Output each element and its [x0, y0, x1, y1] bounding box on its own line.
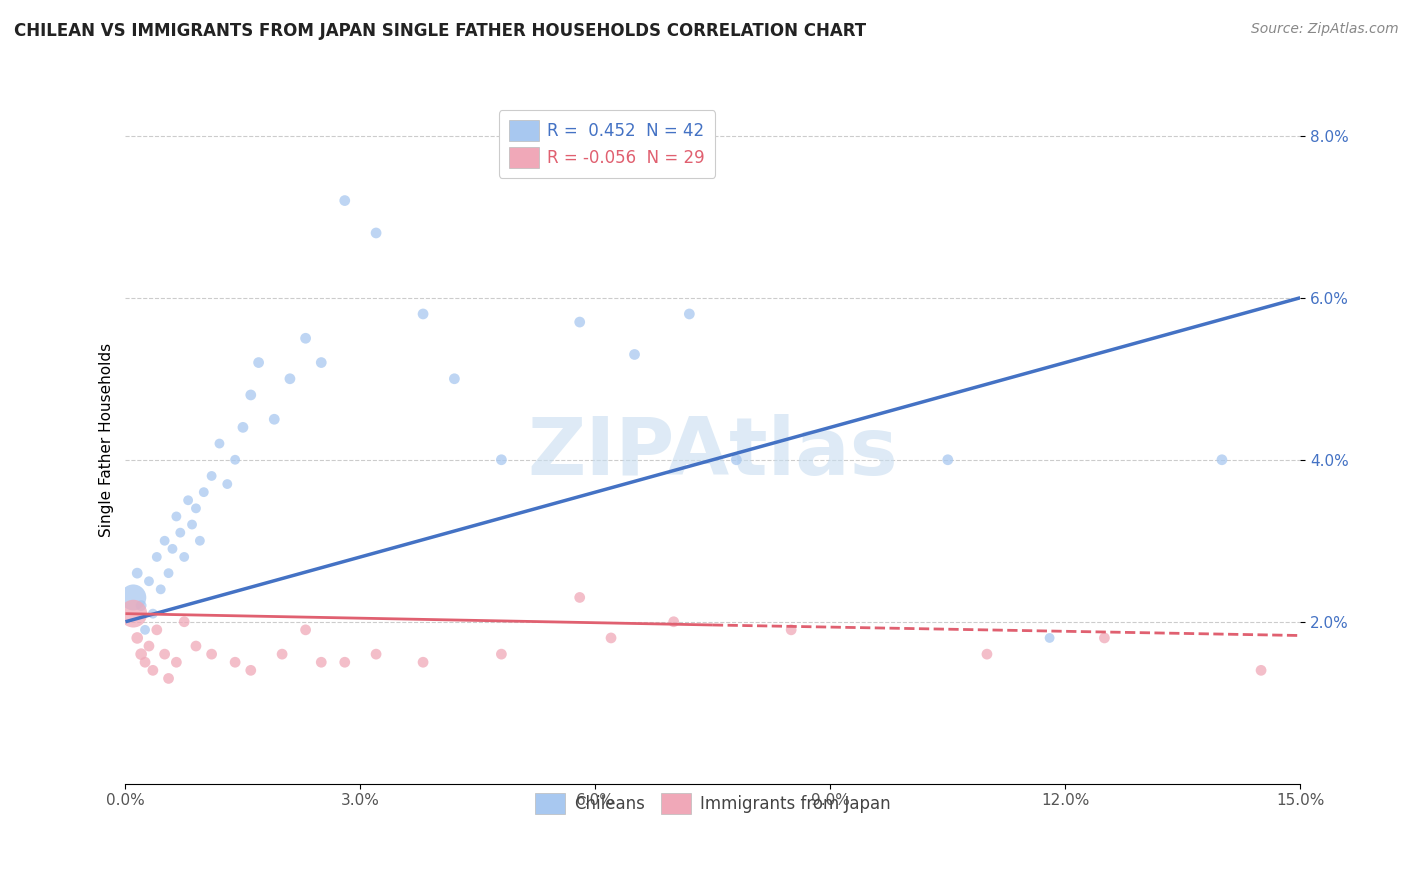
Point — [333, 655, 356, 669]
Point — [364, 647, 387, 661]
Point — [239, 664, 262, 678]
Point — [725, 452, 748, 467]
Point — [294, 331, 316, 345]
Point — [153, 647, 176, 661]
Point — [678, 307, 700, 321]
Text: ZIPAtlas: ZIPAtlas — [527, 414, 898, 492]
Point — [1250, 664, 1272, 678]
Point — [184, 639, 207, 653]
Point — [149, 582, 172, 597]
Point — [165, 509, 187, 524]
Point — [1211, 452, 1233, 467]
Point — [780, 623, 803, 637]
Point — [201, 647, 224, 661]
Point — [184, 501, 207, 516]
Point — [165, 655, 187, 669]
Text: CHILEAN VS IMMIGRANTS FROM JAPAN SINGLE FATHER HOUSEHOLDS CORRELATION CHART: CHILEAN VS IMMIGRANTS FROM JAPAN SINGLE … — [14, 22, 866, 40]
Point — [146, 549, 169, 564]
Point — [364, 226, 387, 240]
Point — [278, 372, 301, 386]
Point — [127, 631, 149, 645]
Point — [138, 639, 160, 653]
Point — [157, 566, 180, 581]
Point — [247, 355, 270, 369]
Point — [142, 607, 165, 621]
Point — [169, 525, 191, 540]
Point — [134, 655, 156, 669]
Point — [146, 623, 169, 637]
Point — [173, 615, 195, 629]
Point — [224, 452, 246, 467]
Point — [412, 655, 434, 669]
Point — [153, 533, 176, 548]
Point — [142, 664, 165, 678]
Point — [122, 591, 145, 605]
Point — [157, 672, 180, 686]
Legend: Chileans, Immigrants from Japan: Chileans, Immigrants from Japan — [526, 783, 900, 823]
Point — [201, 469, 224, 483]
Point — [263, 412, 285, 426]
Point — [936, 452, 959, 467]
Point — [568, 315, 591, 329]
Point — [600, 631, 623, 645]
Point — [188, 533, 211, 548]
Y-axis label: Single Father Households: Single Father Households — [100, 343, 114, 537]
Point — [122, 607, 145, 621]
Point — [309, 355, 332, 369]
Point — [623, 347, 645, 361]
Point — [138, 574, 160, 589]
Point — [127, 566, 149, 581]
Point — [232, 420, 254, 434]
Point — [134, 623, 156, 637]
Point — [177, 493, 200, 508]
Point — [193, 485, 215, 500]
Point — [217, 477, 239, 491]
Point — [239, 388, 262, 402]
Point — [271, 647, 294, 661]
Point — [294, 623, 316, 637]
Point — [976, 647, 998, 661]
Point — [129, 599, 152, 613]
Point — [162, 541, 184, 556]
Text: Source: ZipAtlas.com: Source: ZipAtlas.com — [1251, 22, 1399, 37]
Point — [309, 655, 332, 669]
Point — [491, 452, 513, 467]
Point — [443, 372, 465, 386]
Point — [224, 655, 246, 669]
Point — [173, 549, 195, 564]
Point — [412, 307, 434, 321]
Point — [1094, 631, 1116, 645]
Point — [181, 517, 204, 532]
Point — [208, 436, 231, 450]
Point — [568, 591, 591, 605]
Point — [491, 647, 513, 661]
Point — [662, 615, 685, 629]
Point — [1039, 631, 1062, 645]
Point — [333, 194, 356, 208]
Point — [129, 647, 152, 661]
